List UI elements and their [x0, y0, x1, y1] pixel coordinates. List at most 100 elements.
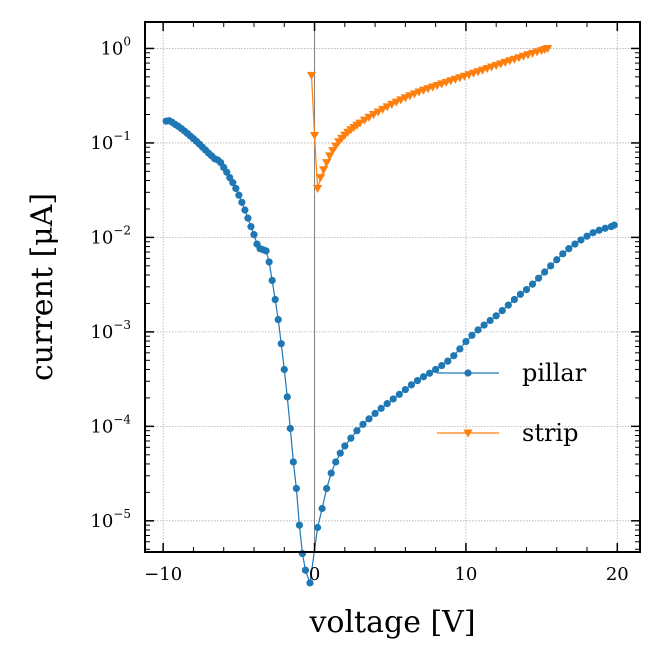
pillar-point — [510, 295, 518, 304]
x-tick-label: 20 — [606, 564, 629, 585]
pillar-point — [359, 420, 367, 428]
pillar-point — [559, 250, 567, 258]
pillar-point — [444, 357, 452, 365]
series-pillar — [162, 117, 618, 587]
strip-point — [378, 105, 388, 114]
pillar-point — [450, 352, 458, 360]
pillar-point — [474, 326, 482, 334]
y-tick-base: 10 — [100, 38, 123, 59]
pillar-point — [271, 295, 279, 304]
pillar-point — [244, 214, 252, 222]
y-axis-label: current [μA] — [25, 193, 60, 381]
pillar-point — [247, 223, 255, 231]
y-tick-label: 10−2 — [90, 223, 131, 248]
pillar-point — [565, 245, 573, 253]
pillar-point — [528, 280, 537, 288]
pillar-point — [583, 232, 591, 240]
pillar-point — [419, 373, 428, 381]
pillar-point — [262, 247, 270, 255]
strip-point — [391, 98, 401, 107]
pillar-point — [432, 365, 440, 374]
legend: pillar strip — [437, 359, 587, 447]
pillar-point — [265, 258, 273, 266]
pillar-point — [280, 365, 288, 374]
pillar-point — [577, 236, 585, 244]
pillar-point — [353, 427, 361, 435]
y-tick-exponent: −5 — [113, 507, 131, 521]
strip-point — [359, 116, 370, 125]
pillar-point — [371, 409, 379, 418]
y-tick-label: 10−4 — [90, 412, 131, 437]
pillar-point — [547, 262, 555, 270]
pillar-point — [377, 404, 385, 412]
pillar-point — [235, 191, 243, 199]
pillar-point — [327, 469, 335, 477]
y-tick-exponent: 0 — [123, 34, 131, 48]
pillar-point — [229, 179, 237, 187]
pillar-point — [232, 184, 240, 193]
strip-point — [306, 71, 317, 80]
pillar-point — [468, 331, 476, 339]
strip-point — [322, 159, 332, 168]
strip-point — [543, 45, 553, 54]
pillar-point — [456, 345, 464, 353]
pillar-point — [610, 221, 618, 229]
pillar-point — [541, 268, 549, 276]
pillar-point — [347, 434, 355, 442]
pillar-point — [283, 393, 291, 401]
strip-point — [325, 152, 335, 161]
pillar-point — [277, 340, 285, 348]
strip-point — [373, 108, 383, 117]
pillar-point — [462, 337, 470, 346]
pillar-point — [268, 276, 276, 285]
pillar-point — [553, 256, 561, 264]
pillar-point — [589, 229, 597, 237]
strip-point — [355, 119, 365, 128]
pillar-point — [289, 458, 297, 466]
pillar-point — [292, 484, 300, 493]
pillar-point — [323, 484, 331, 493]
y-tick-base: 10 — [90, 322, 113, 343]
pillar-point — [595, 226, 603, 234]
pillar-point — [492, 312, 500, 320]
x-tick-label: −10 — [144, 564, 182, 585]
pillar-point — [522, 286, 531, 294]
strip-point — [387, 100, 397, 109]
pillar-point — [341, 442, 349, 450]
pillar-point — [438, 361, 446, 370]
pillar-point — [601, 224, 609, 232]
pillar-point — [571, 240, 579, 248]
pillar-point — [389, 395, 397, 403]
pillar-point — [274, 315, 282, 324]
pillar-point — [516, 290, 525, 298]
pillar-point — [395, 390, 403, 398]
pillar-point — [407, 381, 416, 389]
pillar-point — [480, 321, 488, 329]
y-tick-exponent: −3 — [113, 318, 131, 332]
series-strip — [306, 45, 553, 194]
y-tick-label: 100 — [100, 34, 131, 59]
y-tick-base: 10 — [90, 511, 113, 532]
y-tick-exponent: −2 — [113, 223, 131, 237]
pillar-point — [401, 385, 409, 394]
y-tick-base: 10 — [90, 133, 113, 154]
y-tick-exponent: −4 — [113, 412, 131, 426]
pillar-point — [332, 458, 340, 466]
legend-marker-pillar — [464, 369, 472, 377]
pillar-point — [425, 369, 434, 377]
pillar-point — [336, 449, 344, 457]
strip-point — [309, 131, 320, 141]
pillar-point — [318, 504, 326, 513]
legend-marker-strip — [463, 429, 473, 438]
y-tick-exponent: −1 — [113, 129, 131, 143]
pillar-point — [286, 424, 294, 433]
pillar-point — [504, 301, 512, 309]
x-axis-label: voltage [V] — [308, 605, 475, 640]
series-layer — [162, 45, 618, 587]
strip-point — [315, 174, 326, 183]
pillar-point — [301, 566, 310, 574]
pillar-point — [383, 400, 391, 408]
pillar-point — [498, 306, 506, 315]
